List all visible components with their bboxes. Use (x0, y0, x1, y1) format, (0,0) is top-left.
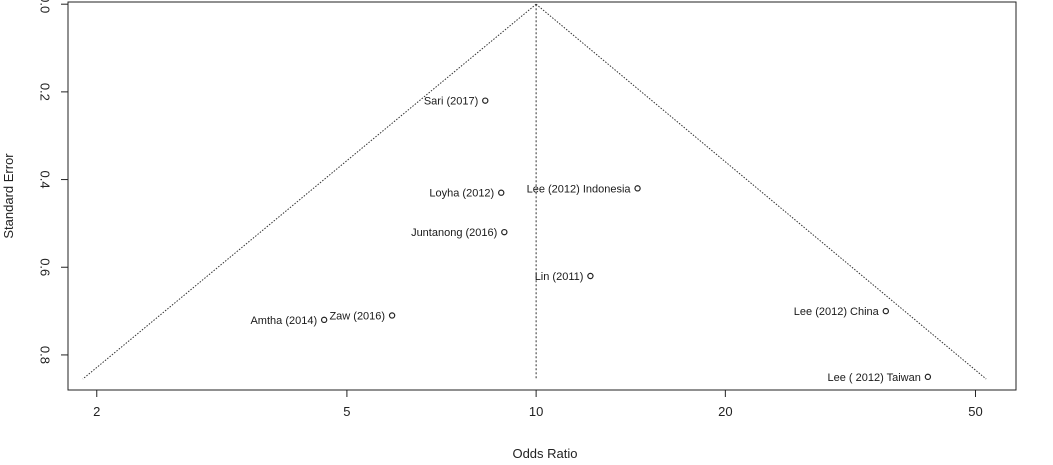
study-point (482, 97, 489, 104)
study-point (320, 316, 328, 324)
x-axis-label: Odds Ratio (512, 446, 577, 461)
plot-frame (67, 1, 1017, 391)
x-tick-label: 20 (718, 404, 732, 419)
study-point (498, 189, 505, 196)
study-point (501, 228, 508, 236)
study-point (388, 312, 396, 319)
y-tick-label: 0.4 (38, 171, 53, 189)
x-tick-label: 5 (343, 404, 350, 419)
y-tick-label: 0.0 (38, 0, 53, 13)
y-tick-label: 0.6 (38, 258, 53, 276)
study-point (634, 185, 641, 192)
y-tick-label: 0.2 (38, 83, 53, 101)
data-points: Sari (2017) Lee (2012) Indonesia Loyha (20… (250, 96, 932, 384)
study-point (882, 307, 890, 315)
study-label: Lee ( 2012) Taiwan (828, 372, 921, 384)
x-tick-label: 50 (968, 404, 982, 419)
study-label: Lee (2012) Indonesia (527, 183, 632, 195)
x-tick-label: 10 (529, 404, 543, 419)
x-axis: 2 5 10 20 50 (93, 389, 983, 419)
funnel-left-line (82, 3, 537, 380)
funnel-lines (82, 3, 987, 380)
study-label: Juntanong (2016) (411, 227, 497, 239)
study-label: Sari (2017) (424, 96, 478, 108)
study-label: Lin (2011) (535, 271, 584, 283)
y-tick-label: 0.8 (38, 346, 53, 364)
study-label: Zaw (2016) (329, 310, 385, 322)
study-point (587, 272, 594, 280)
study-label: Loyha (2012) (429, 188, 494, 200)
y-axis: 0.0 0.2 0.4 0.6 0.8 (38, 0, 69, 364)
study-label: Lee (2012) China (794, 306, 880, 318)
x-tick-label: 2 (93, 404, 100, 419)
study-point (924, 373, 932, 381)
study-label: Amtha (2014) (250, 315, 317, 327)
y-axis-label: Standard Error (1, 153, 16, 239)
